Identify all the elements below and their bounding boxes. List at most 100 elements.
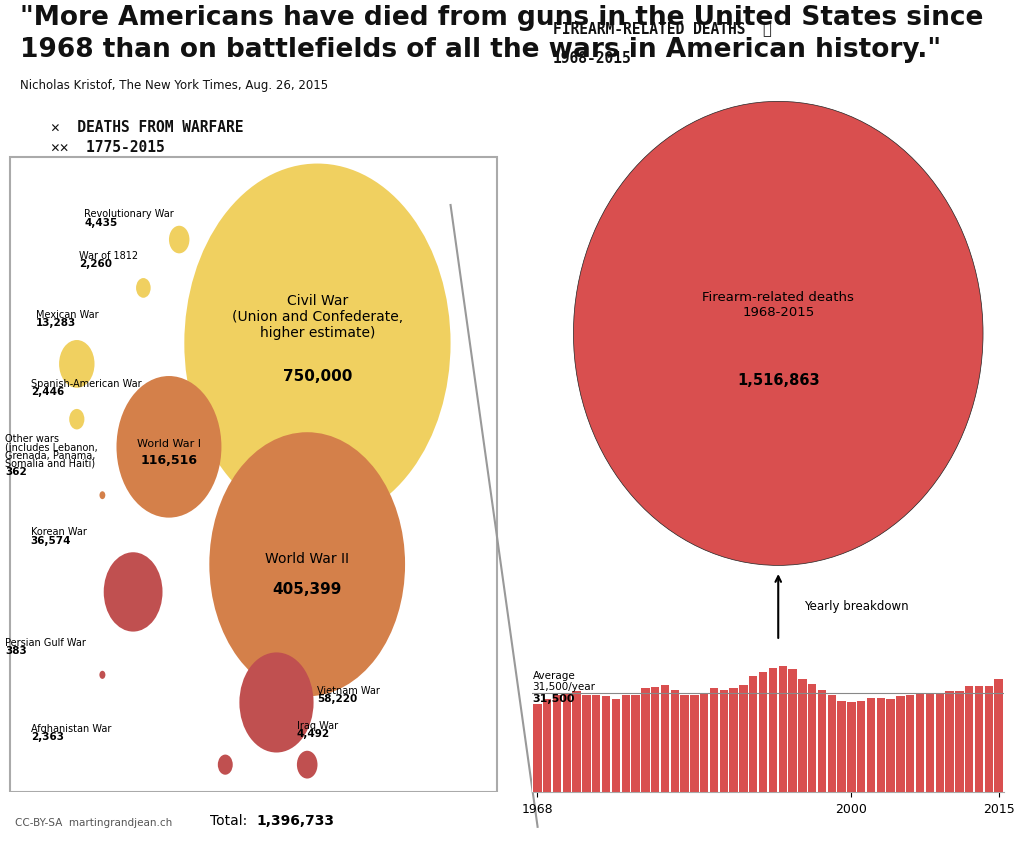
Bar: [818, 690, 826, 792]
Text: 1,396,733: 1,396,733: [256, 813, 334, 827]
Circle shape: [297, 751, 317, 779]
Bar: [915, 694, 925, 792]
Text: World War I: World War I: [137, 439, 201, 449]
Circle shape: [218, 755, 232, 774]
Text: ✕  DEATHS FROM WARFARE: ✕ DEATHS FROM WARFARE: [51, 119, 244, 135]
Bar: [622, 694, 630, 792]
Bar: [877, 698, 885, 792]
Circle shape: [240, 653, 313, 752]
Text: World War II: World War II: [265, 551, 349, 565]
Text: Revolutionary War: Revolutionary War: [84, 210, 174, 219]
Bar: [710, 688, 718, 792]
Text: 362: 362: [5, 467, 27, 476]
Bar: [847, 702, 856, 792]
Text: 2,363: 2,363: [31, 732, 63, 741]
Bar: [778, 666, 786, 792]
Text: Afghanistan War: Afghanistan War: [31, 723, 111, 734]
Text: (includes Lebanon,: (includes Lebanon,: [5, 442, 98, 452]
Text: 4,435: 4,435: [84, 217, 118, 227]
Text: Yearly breakdown: Yearly breakdown: [804, 600, 908, 613]
Text: 36,574: 36,574: [31, 535, 72, 545]
Text: Persian Gulf War: Persian Gulf War: [5, 637, 86, 647]
Text: 4,492: 4,492: [297, 728, 330, 738]
Bar: [671, 690, 679, 792]
Text: War of 1812: War of 1812: [80, 250, 138, 261]
Bar: [808, 683, 816, 792]
Text: Grenada, Panama,: Grenada, Panama,: [5, 450, 95, 460]
Bar: [611, 699, 621, 792]
Circle shape: [136, 279, 151, 298]
Text: Nicholas Kristof, The New York Times, Aug. 26, 2015: Nicholas Kristof, The New York Times, Au…: [20, 79, 329, 92]
Circle shape: [103, 553, 163, 632]
Bar: [867, 698, 876, 792]
Text: 31,500: 31,500: [532, 694, 575, 703]
Bar: [553, 694, 561, 792]
Bar: [700, 694, 709, 792]
Text: 2,260: 2,260: [80, 259, 113, 269]
Bar: [896, 696, 904, 792]
Text: 2,446: 2,446: [31, 387, 63, 396]
Circle shape: [209, 433, 406, 697]
Circle shape: [99, 492, 105, 499]
Text: 383: 383: [5, 645, 27, 655]
Bar: [769, 668, 777, 792]
Bar: [720, 690, 728, 792]
Text: 1,516,863: 1,516,863: [737, 373, 819, 388]
Bar: [759, 673, 767, 792]
Text: Other wars: Other wars: [5, 434, 59, 444]
Text: 116,516: 116,516: [140, 453, 198, 467]
Bar: [632, 694, 640, 792]
Bar: [750, 676, 758, 792]
Circle shape: [99, 671, 105, 679]
Text: "More Americans have died from guns in the United States since
1968 than on batt: "More Americans have died from guns in t…: [20, 5, 984, 63]
Text: 58,220: 58,220: [317, 694, 357, 704]
Bar: [955, 691, 964, 792]
Circle shape: [169, 227, 189, 254]
Text: Korean War: Korean War: [31, 527, 87, 537]
Bar: [641, 688, 649, 792]
Bar: [543, 699, 551, 792]
Circle shape: [70, 410, 84, 430]
Text: Civil War
(Union and Confederate,
higher estimate): Civil War (Union and Confederate, higher…: [231, 294, 403, 340]
Bar: [680, 694, 689, 792]
Bar: [602, 696, 610, 792]
Bar: [827, 694, 836, 792]
Bar: [975, 687, 983, 792]
Bar: [660, 685, 669, 792]
Bar: [985, 686, 993, 792]
Text: Firearm-related deaths
1968-2015: Firearm-related deaths 1968-2015: [702, 291, 854, 319]
Bar: [690, 694, 698, 792]
Text: CC-BY-SA  martingrandjean.ch: CC-BY-SA martingrandjean.ch: [15, 817, 173, 827]
Circle shape: [573, 102, 983, 566]
Text: Mexican War: Mexican War: [36, 309, 98, 320]
Bar: [572, 692, 581, 792]
Bar: [583, 694, 591, 792]
Bar: [936, 694, 944, 792]
Bar: [651, 687, 659, 792]
Circle shape: [117, 377, 221, 518]
Bar: [592, 694, 600, 792]
Bar: [994, 679, 1002, 792]
Circle shape: [184, 164, 451, 523]
Text: 750,000: 750,000: [283, 369, 352, 383]
Bar: [729, 688, 738, 792]
Text: Average
31,500/year: Average 31,500/year: [532, 670, 596, 692]
Bar: [838, 701, 846, 792]
Text: FIREARM-RELATED DEATHS  🔫: FIREARM-RELATED DEATHS 🔫: [553, 21, 772, 37]
Bar: [562, 694, 571, 792]
Text: Total:: Total:: [210, 813, 256, 827]
Text: Somalia and Haiti): Somalia and Haiti): [5, 458, 95, 469]
Bar: [788, 670, 797, 792]
Bar: [926, 693, 934, 792]
Text: ✕✕  1775-2015: ✕✕ 1775-2015: [51, 141, 165, 155]
Bar: [906, 695, 914, 792]
Text: 405,399: 405,399: [272, 581, 342, 596]
Bar: [739, 685, 748, 792]
Text: Vietnam War: Vietnam War: [317, 685, 380, 695]
Bar: [534, 705, 542, 792]
Bar: [945, 692, 953, 792]
Text: 1968-2015: 1968-2015: [553, 51, 632, 66]
Bar: [887, 699, 895, 792]
Text: Spanish-American War: Spanish-American War: [31, 378, 141, 389]
Circle shape: [59, 341, 94, 389]
